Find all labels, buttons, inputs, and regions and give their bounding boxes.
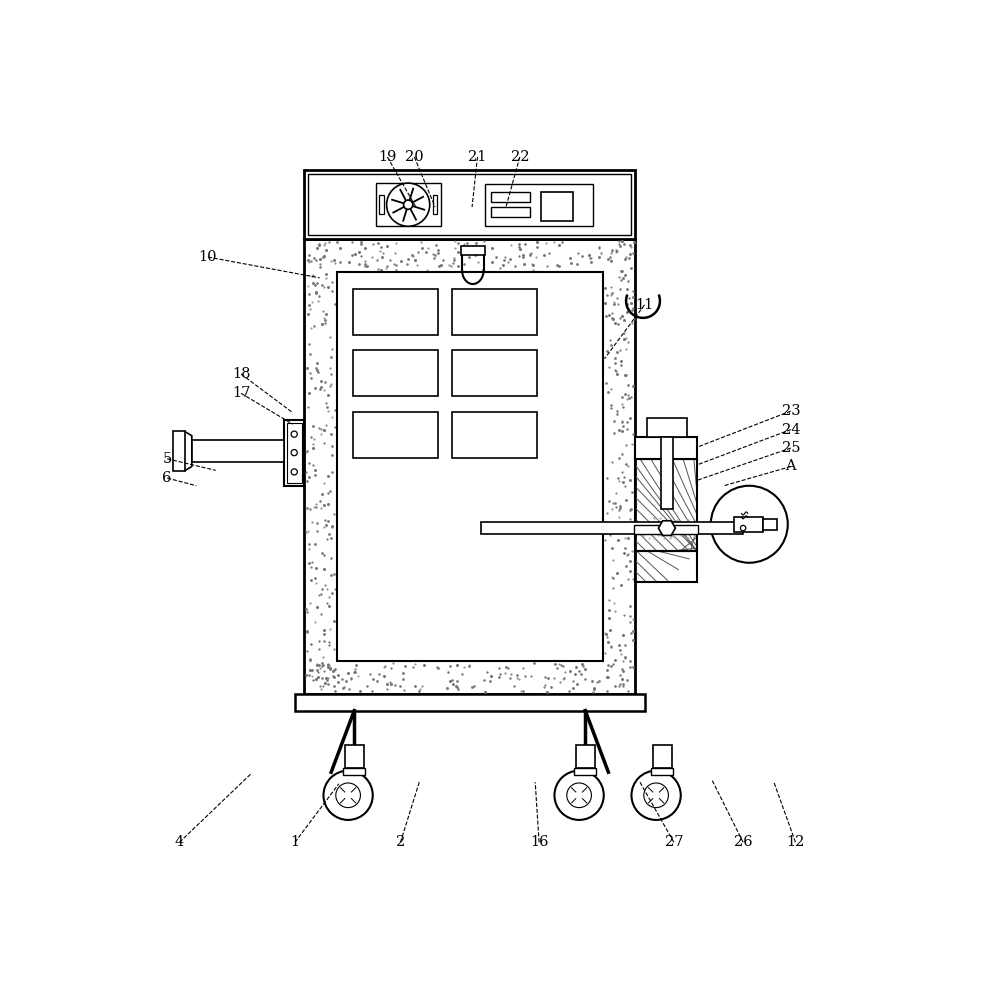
Bar bbox=[452, 350, 536, 396]
Text: 22: 22 bbox=[510, 150, 529, 164]
Bar bbox=[635, 551, 697, 582]
Bar bbox=[486, 184, 593, 226]
Bar bbox=[574, 768, 596, 774]
Bar bbox=[661, 437, 673, 509]
Text: 4: 4 bbox=[174, 835, 184, 849]
Bar bbox=[452, 412, 536, 458]
Bar bbox=[651, 768, 673, 774]
Circle shape bbox=[554, 771, 604, 820]
Bar bbox=[308, 174, 631, 235]
Text: 10: 10 bbox=[198, 250, 217, 264]
Text: 5: 5 bbox=[163, 452, 171, 466]
Bar bbox=[482, 522, 743, 534]
Bar bbox=[576, 745, 594, 768]
Circle shape bbox=[387, 183, 430, 226]
Text: 25: 25 bbox=[782, 441, 801, 455]
Text: 26: 26 bbox=[734, 835, 753, 849]
Bar bbox=[354, 412, 439, 458]
Bar bbox=[492, 207, 529, 217]
Text: 12: 12 bbox=[787, 835, 805, 849]
Bar bbox=[653, 745, 672, 768]
Circle shape bbox=[711, 486, 788, 563]
Bar bbox=[379, 195, 384, 214]
Bar bbox=[345, 745, 364, 768]
Text: 21: 21 bbox=[469, 150, 487, 164]
Bar bbox=[461, 246, 486, 255]
Bar bbox=[452, 289, 536, 335]
Text: 11: 11 bbox=[635, 298, 654, 312]
Circle shape bbox=[631, 771, 681, 820]
Bar bbox=[344, 768, 365, 774]
Bar bbox=[337, 272, 603, 661]
Circle shape bbox=[323, 771, 373, 820]
Bar bbox=[635, 437, 697, 459]
Bar bbox=[354, 289, 439, 335]
Circle shape bbox=[291, 450, 297, 456]
Bar bbox=[492, 192, 529, 202]
Bar bbox=[647, 418, 687, 437]
Circle shape bbox=[291, 469, 297, 475]
Bar bbox=[304, 170, 635, 239]
Bar bbox=[635, 459, 697, 551]
Bar bbox=[172, 431, 184, 471]
Bar bbox=[284, 420, 304, 486]
Text: 18: 18 bbox=[232, 367, 250, 381]
Bar bbox=[304, 239, 635, 694]
Polygon shape bbox=[184, 431, 191, 471]
Bar bbox=[433, 195, 438, 214]
Text: 20: 20 bbox=[405, 150, 424, 164]
Bar bbox=[540, 192, 573, 221]
Text: 6: 6 bbox=[163, 471, 171, 485]
Text: 23: 23 bbox=[782, 404, 801, 418]
Text: 17: 17 bbox=[232, 386, 250, 400]
Text: 16: 16 bbox=[529, 835, 548, 849]
Bar bbox=[376, 183, 441, 226]
Bar bbox=[354, 350, 439, 396]
Circle shape bbox=[741, 525, 746, 531]
Text: 27: 27 bbox=[665, 835, 683, 849]
Polygon shape bbox=[658, 521, 675, 535]
Bar bbox=[763, 519, 777, 530]
Bar bbox=[734, 517, 763, 532]
Text: 24: 24 bbox=[782, 423, 801, 437]
Bar bbox=[286, 423, 302, 483]
Text: 2: 2 bbox=[396, 835, 405, 849]
Circle shape bbox=[291, 431, 297, 437]
Bar bbox=[191, 440, 284, 462]
Bar bbox=[634, 525, 699, 534]
Text: 1: 1 bbox=[290, 835, 299, 849]
Bar bbox=[295, 694, 644, 711]
Text: 19: 19 bbox=[378, 150, 397, 164]
Text: A: A bbox=[786, 460, 797, 474]
Circle shape bbox=[404, 200, 413, 209]
